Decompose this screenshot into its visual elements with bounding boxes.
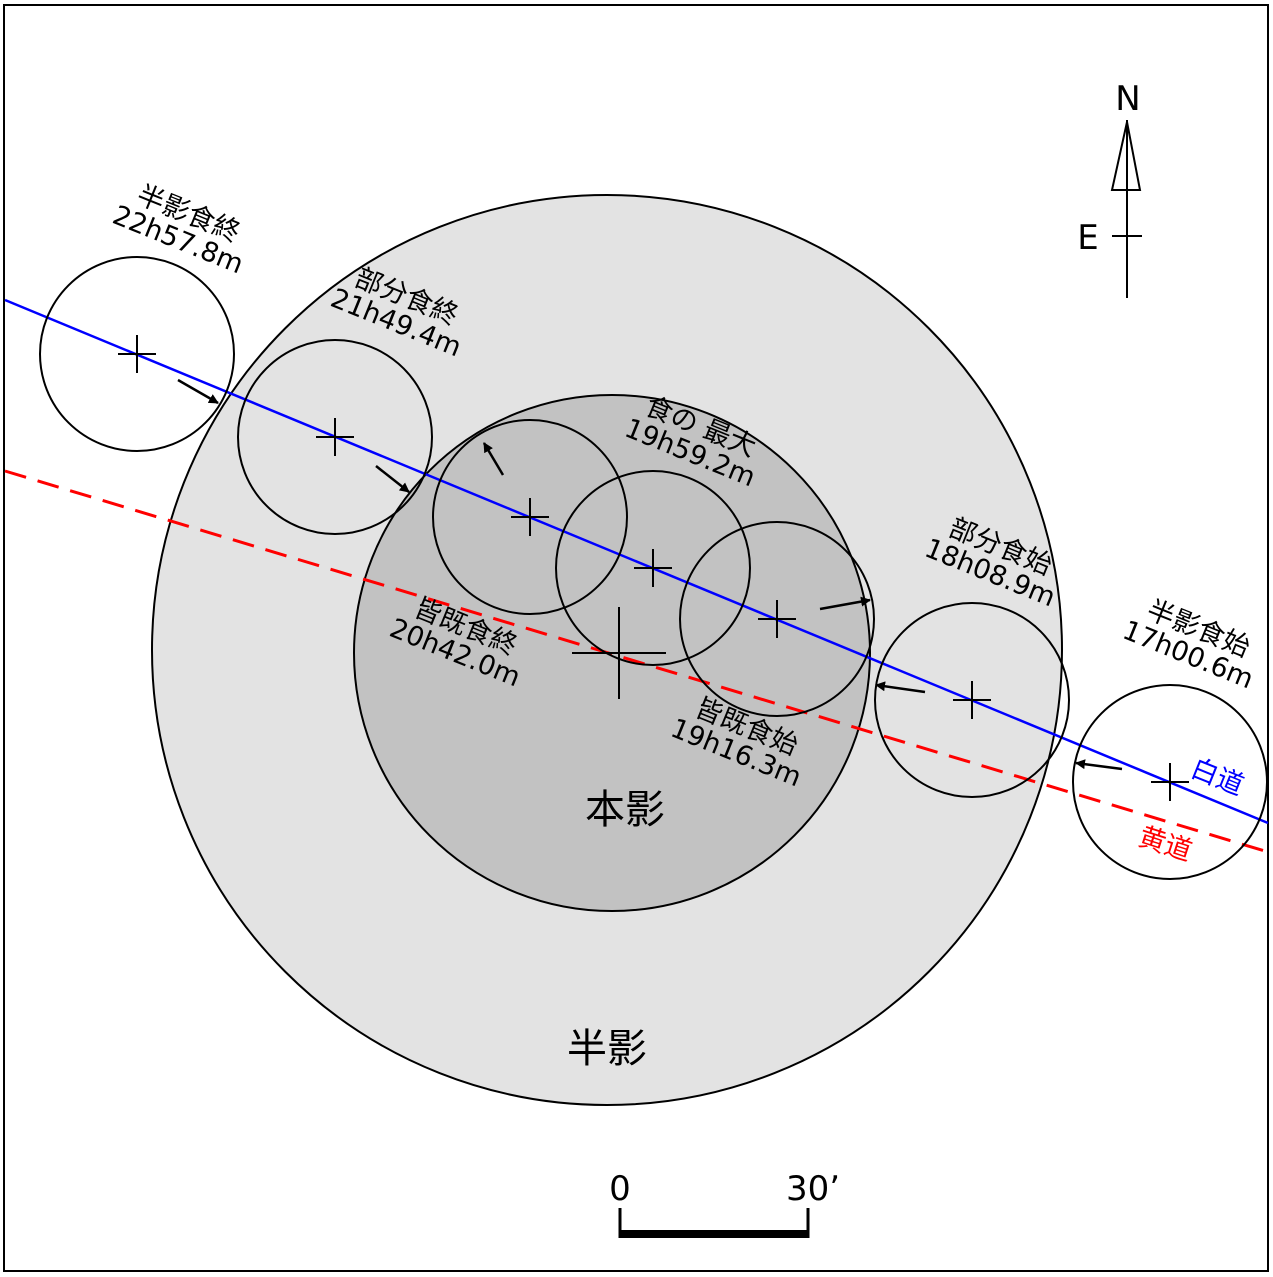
moon-maximum — [555, 470, 751, 666]
moon-partial-begin — [874, 602, 1070, 798]
moon-penumbral-begin — [1072, 684, 1268, 880]
penumbra-label: 半影 — [567, 1026, 647, 1072]
moon-total-end — [432, 419, 628, 615]
arrow-penumbral-begin — [1075, 759, 1123, 771]
arrow-total-begin — [819, 596, 871, 611]
event-label-penumbral-begin: 半影食始 17h00.6m — [1118, 595, 1257, 696]
arrow-partial-end — [375, 465, 410, 493]
contact-arrows — [177, 378, 1123, 771]
event-label-penumbral-end: 半影食終 22h57.8m — [108, 180, 247, 281]
scale-bar-start-label: 0 — [609, 1169, 631, 1209]
compass-north-label: N — [1115, 79, 1140, 119]
moon-total-begin — [679, 521, 875, 717]
scale-bar-bar — [619, 1230, 809, 1238]
frame — [3, 4, 1269, 1272]
ecliptic-line — [4, 469, 1269, 854]
moon-penumbral-end — [39, 256, 235, 452]
arrow-penumbral-end — [177, 378, 219, 405]
north-arrow-icon — [1110, 121, 1142, 191]
shadow-center-cross — [572, 607, 666, 699]
compass-east-label: E — [1077, 218, 1098, 258]
arrow-partial-begin — [875, 681, 926, 694]
moon-partial-end — [237, 339, 433, 535]
arrow-total-end — [482, 442, 505, 476]
moon-path-line — [4, 298, 1269, 825]
moon-path-label: 白道 — [1186, 753, 1248, 802]
umbra-label: 本影 — [585, 787, 665, 833]
compass: N E — [1077, 79, 1142, 298]
scale-bar: 0 30’ — [609, 1169, 840, 1238]
scale-bar-end-label: 30’ — [786, 1169, 840, 1209]
